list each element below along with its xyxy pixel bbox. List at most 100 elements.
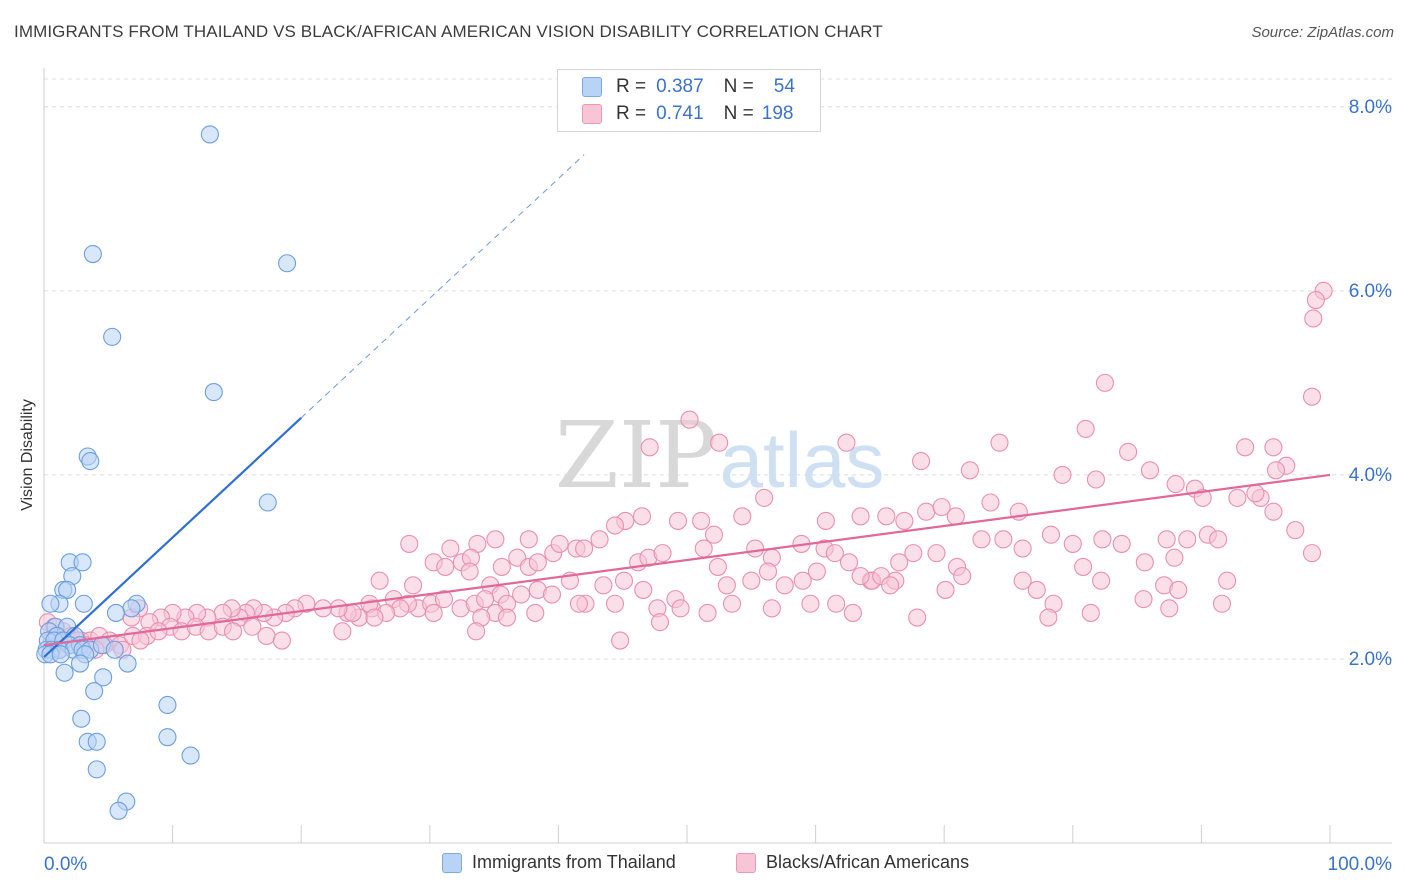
point-blacks (1095, 373, 1114, 392)
point-blacks (895, 511, 914, 530)
x-tick-label-min: 0.0% (44, 854, 87, 875)
stats-row-blacks: R = 0.741 N = 198 (582, 101, 793, 127)
point-blacks (746, 539, 765, 558)
point-thailand (83, 244, 102, 264)
point-blacks (1304, 309, 1323, 328)
point-thailand (73, 553, 92, 572)
point-blacks (908, 608, 927, 627)
point-blacks (917, 502, 936, 521)
trendline-thailand (43, 417, 302, 658)
r-label: R = (616, 103, 647, 124)
y-tick-label: 8.0% (1349, 97, 1392, 118)
point-blacks (890, 553, 909, 572)
n-label: N = (723, 103, 754, 124)
r-value: 0.387 (656, 76, 704, 97)
point-blacks (722, 594, 742, 613)
point-blacks (994, 530, 1013, 549)
point-thailand (200, 125, 219, 144)
point-blacks (400, 534, 419, 553)
point-thailand (278, 254, 297, 273)
point-blacks (953, 567, 972, 586)
point-thailand (85, 682, 104, 701)
point-blacks (904, 544, 923, 563)
chart-title: IMMIGRANTS FROM THAILAND VS BLACK/AFRICA… (14, 22, 883, 41)
y-tick-label: 4.0% (1349, 465, 1392, 486)
point-blacks (1165, 548, 1184, 567)
point-blacks (1134, 590, 1153, 609)
point-thailand (258, 493, 277, 512)
point-blacks (640, 438, 659, 457)
point-blacks (1264, 438, 1283, 457)
source-label: Source: ZipAtlas.com (1251, 24, 1394, 41)
point-blacks (692, 511, 711, 530)
point-blacks (528, 553, 547, 572)
legend-swatch-pink (582, 104, 602, 124)
point-blacks (1063, 534, 1082, 553)
point-blacks (1135, 553, 1154, 572)
point-thailand (58, 580, 77, 599)
point-blacks (843, 603, 862, 622)
point-blacks (1027, 580, 1046, 599)
point-blacks (272, 631, 291, 650)
point-blacks (1076, 419, 1095, 438)
point-blacks (758, 562, 778, 581)
point-blacks (542, 585, 562, 604)
point-thailand (81, 452, 100, 471)
legend-swatch-blue (442, 852, 462, 873)
legend-item-blacks[interactable]: Blacks/African Americans (736, 852, 969, 873)
series-thailand-points (36, 125, 297, 820)
point-blacks (1302, 544, 1322, 563)
point-thailand (106, 603, 126, 622)
point-blacks (839, 553, 859, 572)
n-value: 54 (773, 76, 795, 97)
y-axis-label: Vision Disability (19, 399, 36, 511)
point-blacks (1302, 387, 1322, 406)
point-blacks (329, 599, 348, 618)
point-blacks (436, 557, 455, 576)
point-blacks (1209, 530, 1228, 549)
point-blacks (932, 498, 951, 517)
watermark-atlas: atlas (720, 416, 885, 504)
point-blacks (1178, 530, 1197, 549)
point-blacks (1092, 571, 1111, 590)
point-blacks (837, 433, 856, 452)
stats-row-thailand: R = 0.387 N = 54 (582, 74, 795, 100)
point-blacks (668, 511, 688, 530)
point-thailand (55, 663, 74, 682)
point-blacks (611, 631, 630, 650)
point-blacks (698, 603, 717, 622)
point-thailand (87, 760, 106, 779)
point-thailand (103, 327, 122, 346)
point-blacks (775, 576, 794, 595)
point-blacks (526, 603, 545, 622)
point-thailand (158, 728, 177, 747)
legend-swatch-blue (582, 77, 602, 97)
point-blacks (960, 461, 979, 480)
point-blacks (632, 507, 652, 526)
point-blacks (1212, 594, 1232, 613)
point-blacks (717, 576, 736, 595)
point-blacks (793, 571, 812, 590)
legend-label-blacks: Blacks/African Americans (766, 852, 970, 872)
point-blacks (680, 410, 699, 429)
point-blacks (1169, 580, 1188, 599)
point-thailand (87, 732, 106, 751)
point-blacks (851, 507, 870, 526)
point-blacks (404, 576, 423, 595)
point-blacks (733, 507, 752, 526)
series-blacks-points (38, 281, 1333, 659)
n-label: N = (723, 76, 754, 97)
point-blacks (881, 576, 900, 595)
point-thailand (74, 594, 93, 613)
point-blacks (1074, 557, 1093, 576)
point-blacks (605, 594, 625, 613)
point-blacks (972, 530, 991, 549)
point-blacks (710, 433, 729, 452)
point-blacks (441, 539, 460, 558)
point-thailand (109, 801, 128, 820)
legend-item-thailand[interactable]: Immigrants from Thailand (442, 852, 676, 873)
point-blacks (1236, 438, 1255, 457)
trendline-thailand-extension (300, 154, 585, 419)
point-blacks (614, 571, 634, 590)
